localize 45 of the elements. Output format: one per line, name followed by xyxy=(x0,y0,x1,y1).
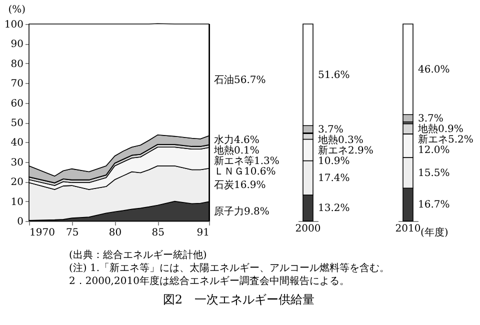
annotation: 10.9% xyxy=(318,156,350,167)
annotation: 新エネ2.9% xyxy=(318,144,374,156)
y-tick-label: 40 xyxy=(10,138,24,149)
annotation: 新エネ5.2% xyxy=(418,133,474,146)
annotation: 3.7% xyxy=(418,113,444,124)
y-tick-label: 90 xyxy=(10,39,24,50)
y-tick-label: 10 xyxy=(10,196,24,208)
y-tick-label: 0 xyxy=(17,216,24,228)
text: ＬＮＧ10.6% xyxy=(214,166,276,178)
y-tick-label: 100 xyxy=(4,20,24,30)
annotation: 地熱0.9% xyxy=(417,122,464,135)
text: (出典：総合エネルギー統計他) xyxy=(69,249,207,261)
annotation: 15.5% xyxy=(418,168,450,179)
text: 2．2000,2010年度は総合エネルギー調査会中間報告による。 xyxy=(69,275,350,287)
annotation: 13.2% xyxy=(318,203,350,214)
y-tick-label: 70 xyxy=(10,78,24,90)
annotation: 16.7% xyxy=(418,200,450,211)
y-tick-label: 80 xyxy=(10,58,24,70)
annotation: 51.6% xyxy=(318,70,350,81)
x-tick-label: 80 xyxy=(108,228,122,238)
annotation: 新エネ等1.3% xyxy=(214,155,280,168)
y-axis-title: (%) xyxy=(8,4,26,16)
x-tick-label: 85 xyxy=(152,228,164,238)
text: 水力4.6% xyxy=(214,134,260,146)
x-axis-title: (年度) xyxy=(420,226,448,238)
annotation: 46.0% xyxy=(418,64,450,76)
x-tick-label: 91 xyxy=(196,228,210,238)
y-tick-label: 50 xyxy=(10,118,24,129)
x-tick-label: 75 xyxy=(66,228,79,238)
x-tick-label: 2000 xyxy=(295,224,321,234)
annotation: 3.7% xyxy=(318,124,344,136)
text: (注) 1.「新エネ等」には、太陽エネルギー、アルコール燃料等を含む。 xyxy=(69,262,390,274)
x-tick-label: 2010 xyxy=(395,224,421,234)
text: 地熱0.1% xyxy=(213,144,260,157)
annotation: 地熱0.3% xyxy=(317,134,364,146)
x-tick-label: 1970 xyxy=(30,228,55,238)
annotation: 12.0% xyxy=(418,144,450,156)
y-tick-label: 20 xyxy=(10,177,24,188)
text: 石炭16.9% xyxy=(214,179,266,192)
text: 図2 一次エネルギー供給量 xyxy=(162,292,314,306)
y-tick-label: 60 xyxy=(10,98,24,110)
text: 石油56.7% xyxy=(214,74,266,86)
text: 原子力9.8% xyxy=(214,205,270,218)
y-tick-label: 30 xyxy=(10,157,24,168)
annotation: 17.4% xyxy=(318,172,350,184)
